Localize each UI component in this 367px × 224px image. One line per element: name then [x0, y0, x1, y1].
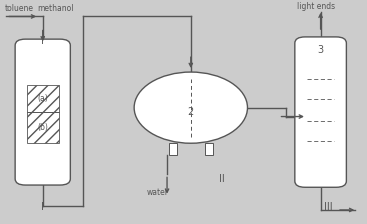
- Text: 3: 3: [317, 45, 324, 55]
- Bar: [168, 143, 177, 155]
- Text: I: I: [41, 36, 44, 46]
- Ellipse shape: [134, 72, 247, 143]
- FancyBboxPatch shape: [15, 39, 70, 185]
- Text: I: I: [41, 202, 44, 212]
- Text: 2: 2: [188, 107, 194, 117]
- Text: water: water: [147, 188, 169, 197]
- Text: methanol: methanol: [37, 4, 74, 13]
- Text: toluene: toluene: [5, 4, 34, 13]
- Bar: [27, 112, 59, 143]
- Text: II: II: [219, 174, 225, 184]
- Bar: [205, 143, 213, 155]
- Text: (a): (a): [37, 94, 48, 103]
- Bar: [27, 85, 59, 112]
- Text: light ends: light ends: [297, 2, 335, 11]
- Text: (b): (b): [37, 123, 48, 132]
- Text: III: III: [324, 202, 332, 212]
- FancyBboxPatch shape: [295, 37, 346, 187]
